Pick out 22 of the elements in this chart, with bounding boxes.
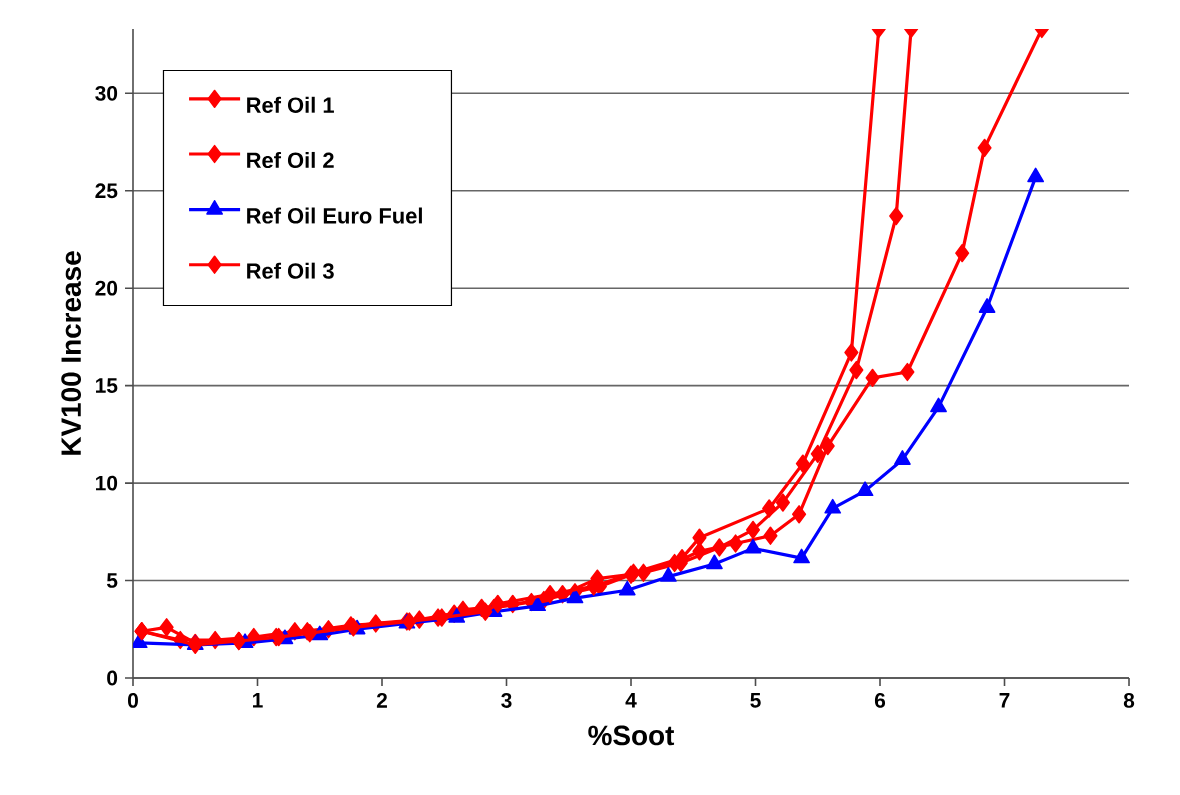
x-tick-label: 4 bbox=[625, 693, 637, 708]
y-tick-label: 25 bbox=[95, 183, 118, 199]
legend-label: Ref Oil 1 bbox=[247, 96, 334, 113]
x-tick-label: 8 bbox=[1123, 693, 1135, 708]
x-tick-label: 2 bbox=[376, 693, 387, 708]
y-tick-label: 5 bbox=[106, 573, 118, 588]
x-tick-label: 3 bbox=[501, 693, 512, 708]
x-tick-label: 0 bbox=[127, 693, 138, 708]
x-tick-label: 7 bbox=[999, 693, 1010, 708]
legend-label: Ref Oil Euro Fuel bbox=[247, 207, 422, 224]
y-tick-label: 30 bbox=[95, 85, 118, 101]
x-tick-label: 5 bbox=[750, 693, 761, 708]
x-tick-label: 1 bbox=[253, 693, 263, 708]
x-axis-title: %Soot bbox=[588, 725, 675, 746]
legend-label: Ref Oil 2 bbox=[247, 151, 334, 169]
y-tick-label: 20 bbox=[95, 280, 118, 296]
y-tick-label: 0 bbox=[107, 670, 118, 686]
x-tick-label: 6 bbox=[874, 693, 886, 708]
y-tick-label: 15 bbox=[96, 378, 118, 393]
y-tick-label: 10 bbox=[96, 475, 118, 491]
y-axis-title: KV100 Increase bbox=[61, 251, 82, 455]
legend-label: Ref Oil 3 bbox=[247, 262, 334, 279]
